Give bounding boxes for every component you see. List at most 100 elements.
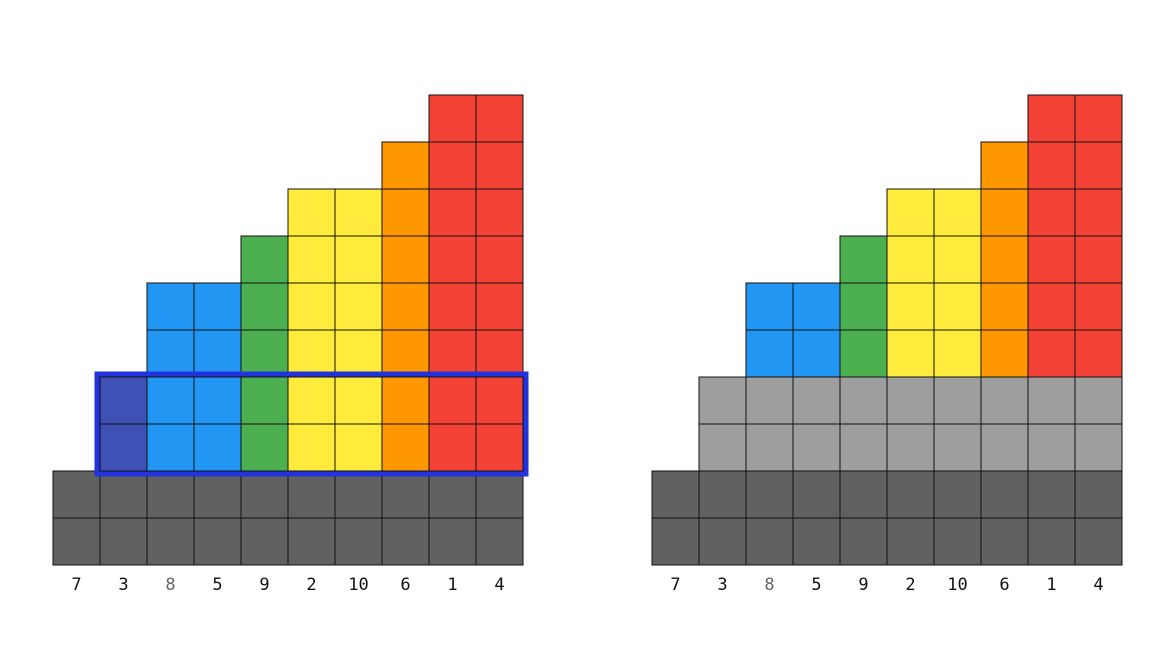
right-block-c7-r1-gray xyxy=(980,470,1029,519)
right-block-c2-r2-lightgray xyxy=(745,423,794,472)
right-block-c9-r7-red xyxy=(1074,188,1123,237)
left-block-c4-r4-green xyxy=(240,329,289,378)
right-block-c6-r6-yellow xyxy=(933,235,982,284)
left-block-c0-r0-gray xyxy=(52,517,101,566)
right-column-label-4: 9 xyxy=(858,575,868,595)
right-block-c9-r5-red xyxy=(1074,282,1123,331)
right-block-c2-r1-gray xyxy=(745,470,794,519)
right-block-c3-r1-gray xyxy=(792,470,841,519)
left-block-c6-r0-gray xyxy=(334,517,383,566)
right-block-c5-r4-yellow xyxy=(886,329,935,378)
right-column-label-6: 10 xyxy=(947,575,967,595)
right-block-c1-r1-gray xyxy=(698,470,747,519)
left-block-c8-r7-red xyxy=(428,188,477,237)
left-block-c5-r2-yellow xyxy=(287,423,336,472)
left-block-c2-r4-blue xyxy=(146,329,195,378)
right-block-c3-r2-lightgray xyxy=(792,423,841,472)
right-block-c9-r9-red xyxy=(1074,94,1123,143)
right-block-c1-r0-gray xyxy=(698,517,747,566)
right-panel: 7 3 8 5 9 2 10 6 1 4 xyxy=(651,94,1123,595)
right-block-c4-r5-green xyxy=(839,282,888,331)
right-block-c8-r5-red xyxy=(1027,282,1076,331)
right-column-label-8: 1 xyxy=(1046,575,1056,595)
right-block-c5-r2-lightgray xyxy=(886,423,935,472)
left-column-label-9: 4 xyxy=(494,575,504,595)
right-block-c2-r4-blue xyxy=(745,329,794,378)
right-block-c8-r9-red xyxy=(1027,94,1076,143)
right-block-c3-r4-blue xyxy=(792,329,841,378)
right-block-c2-r0-gray xyxy=(745,517,794,566)
left-block-c8-r4-red xyxy=(428,329,477,378)
left-block-c7-r5-orange xyxy=(381,282,430,331)
left-block-c6-r1-gray xyxy=(334,470,383,519)
right-block-c6-r1-gray xyxy=(933,470,982,519)
right-block-c2-r5-blue xyxy=(745,282,794,331)
right-block-c1-r2-lightgray xyxy=(698,423,747,472)
right-block-c4-r3-lightgray xyxy=(839,376,888,425)
left-block-c2-r0-gray xyxy=(146,517,195,566)
right-block-c9-r8-red xyxy=(1074,141,1123,190)
right-block-c8-r2-lightgray xyxy=(1027,423,1076,472)
left-block-c6-r6-yellow xyxy=(334,235,383,284)
right-block-c4-r0-gray xyxy=(839,517,888,566)
left-block-c7-r6-orange xyxy=(381,235,430,284)
left-block-c4-r0-gray xyxy=(240,517,289,566)
right-block-c0-r1-gray xyxy=(651,470,700,519)
right-block-c3-r0-gray xyxy=(792,517,841,566)
left-column-label-7: 6 xyxy=(400,575,410,595)
right-block-c7-r7-orange xyxy=(980,188,1029,237)
left-block-c7-r7-orange xyxy=(381,188,430,237)
right-block-c9-r4-red xyxy=(1074,329,1123,378)
left-block-c8-r8-red xyxy=(428,141,477,190)
right-block-c6-r7-yellow xyxy=(933,188,982,237)
left-block-c9-r9-red xyxy=(475,94,524,143)
left-block-c5-r3-yellow xyxy=(287,376,336,425)
left-block-c8-r2-red xyxy=(428,423,477,472)
left-block-c9-r2-red xyxy=(475,423,524,472)
left-block-c5-r7-yellow xyxy=(287,188,336,237)
left-block-c9-r3-red xyxy=(475,376,524,425)
left-column-label-1: 3 xyxy=(118,575,128,595)
left-block-c5-r0-gray xyxy=(287,517,336,566)
left-block-c8-r0-gray xyxy=(428,517,477,566)
left-block-c9-r8-red xyxy=(475,141,524,190)
right-block-c7-r5-orange xyxy=(980,282,1029,331)
right-block-c3-r5-blue xyxy=(792,282,841,331)
right-column-label-3: 5 xyxy=(811,575,821,595)
right-block-c0-r0-gray xyxy=(651,517,700,566)
left-block-c8-r6-red xyxy=(428,235,477,284)
right-block-c1-r3-lightgray xyxy=(698,376,747,425)
right-block-c6-r0-gray xyxy=(933,517,982,566)
left-column-label-5: 2 xyxy=(306,575,316,595)
left-block-c5-r5-yellow xyxy=(287,282,336,331)
left-block-c7-r3-orange xyxy=(381,376,430,425)
right-block-c5-r6-yellow xyxy=(886,235,935,284)
left-highlight-frame xyxy=(94,371,529,477)
right-block-c9-r0-gray xyxy=(1074,517,1123,566)
right-block-c4-r1-gray xyxy=(839,470,888,519)
right-block-c8-r3-lightgray xyxy=(1027,376,1076,425)
left-block-c6-r2-yellow xyxy=(334,423,383,472)
left-block-c1-r3-indigo xyxy=(99,376,148,425)
right-block-c7-r8-orange xyxy=(980,141,1029,190)
right-block-c9-r3-lightgray xyxy=(1074,376,1123,425)
left-block-c6-r4-yellow xyxy=(334,329,383,378)
right-block-c4-r6-green xyxy=(839,235,888,284)
left-column-label-3: 5 xyxy=(212,575,222,595)
right-block-c5-r3-lightgray xyxy=(886,376,935,425)
left-block-c3-r3-blue xyxy=(193,376,242,425)
right-column-label-2: 8 xyxy=(764,575,774,595)
right-column-label-0: 7 xyxy=(670,575,680,595)
left-block-c7-r2-orange xyxy=(381,423,430,472)
left-block-c8-r5-red xyxy=(428,282,477,331)
left-block-c5-r6-yellow xyxy=(287,235,336,284)
left-block-c9-r0-gray xyxy=(475,517,524,566)
left-block-c8-r1-gray xyxy=(428,470,477,519)
right-block-c5-r7-yellow xyxy=(886,188,935,237)
left-block-c1-r0-gray xyxy=(99,517,148,566)
right-block-c8-r4-red xyxy=(1027,329,1076,378)
left-block-c3-r4-blue xyxy=(193,329,242,378)
right-block-c9-r2-lightgray xyxy=(1074,423,1123,472)
right-block-c6-r3-lightgray xyxy=(933,376,982,425)
